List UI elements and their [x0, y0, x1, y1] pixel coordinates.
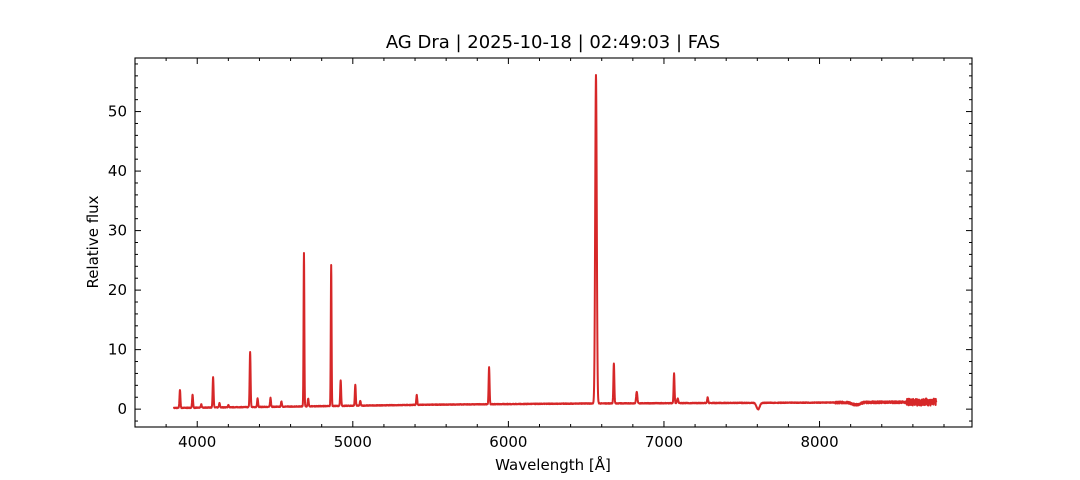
x-axis-label: Wavelength [Å] — [495, 455, 611, 474]
y-axis-label: Relative flux — [84, 195, 102, 288]
x-tick-label: 6000 — [489, 433, 527, 451]
spectrum-series-line — [172, 73, 938, 411]
y-tick-label: 20 — [108, 281, 127, 299]
y-tick-label: 40 — [108, 162, 127, 180]
ticks-layer: 4000 5000 6000 7000 8000 0 10 20 30 40 50 — [108, 58, 972, 451]
x-tick-label: 5000 — [334, 433, 372, 451]
y-tick-label: 10 — [108, 341, 127, 359]
plot-frame — [134, 57, 973, 428]
y-tick-label: 50 — [108, 103, 127, 121]
y-tick-label: 0 — [117, 400, 127, 418]
x-tick-label: 4000 — [178, 433, 216, 451]
series-layer — [172, 73, 938, 411]
chart-title: AG Dra | 2025-10-18 | 02:49:03 | FAS — [386, 32, 720, 53]
x-tick-label: 8000 — [800, 433, 838, 451]
y-tick-label: 30 — [108, 222, 127, 240]
x-tick-label: 7000 — [645, 433, 683, 451]
